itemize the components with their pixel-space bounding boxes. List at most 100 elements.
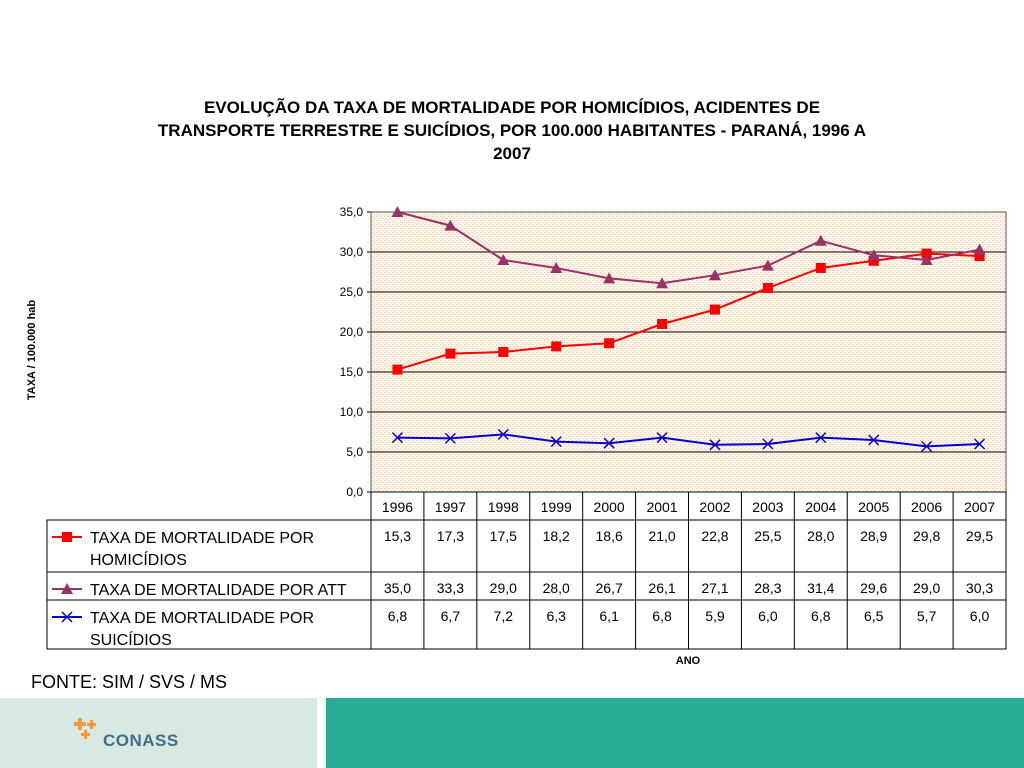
data-point <box>974 438 986 450</box>
data-point <box>497 428 509 440</box>
line-chart: 0,0 5,0 10,0 15,0 20,0 25,0 30,0 35,0 1996 1997 19… <box>46 205 1007 650</box>
y-tick-label: 15,0 <box>340 365 364 379</box>
data-point <box>974 251 985 261</box>
data-point <box>391 432 403 444</box>
data-point <box>814 234 827 246</box>
conass-logo-icon <box>74 718 96 739</box>
y-tick-label: 0,0 <box>346 485 363 499</box>
conass-logo-text: CONASS <box>103 731 179 750</box>
data-point <box>550 262 563 273</box>
x-tick-label: 2006 <box>911 499 942 515</box>
data-label: 6,8 <box>652 608 672 624</box>
data-point <box>656 277 669 289</box>
data-label: 5,9 <box>705 608 725 624</box>
data-point <box>921 440 933 452</box>
data-label: 22,8 <box>701 528 728 544</box>
data-point <box>709 304 720 315</box>
legend-key-marker <box>62 532 72 542</box>
data-point <box>497 254 510 265</box>
chart-title-line-1: EVOLUÇÃO DA TAXA DE MORTALIDADE POR HOMI… <box>203 98 821 117</box>
data-label: 6,7 <box>441 608 461 624</box>
data-label: 6,0 <box>970 608 990 624</box>
data-label: 15,3 <box>384 528 411 544</box>
data-label: 17,3 <box>437 528 464 544</box>
data-label: 31,4 <box>807 580 834 596</box>
x-tick-label: 2001 <box>646 499 677 515</box>
y-tick-label: 5,0 <box>346 445 363 459</box>
data-label: 6,3 <box>546 608 566 624</box>
data-label: 7,2 <box>494 608 514 624</box>
data-label: 6,8 <box>388 608 408 624</box>
data-point <box>604 338 615 349</box>
legend-label: SUICÍDIOS <box>90 630 172 649</box>
x-tick-label: 1998 <box>488 499 519 515</box>
data-label: 6,8 <box>811 608 831 624</box>
data-point <box>603 437 615 449</box>
data-point <box>444 219 457 231</box>
data-label: 29,0 <box>490 580 517 596</box>
x-axis-label: ANO <box>675 655 701 667</box>
data-point <box>920 254 933 265</box>
x-tick-label: 2004 <box>805 499 836 515</box>
data-label: 26,7 <box>596 580 623 596</box>
y-tick-label: 30,0 <box>340 245 364 259</box>
data-point <box>868 434 880 446</box>
data-point <box>867 249 880 261</box>
footer-left-panel <box>0 698 317 768</box>
chart-title-line-2: TRANSPORTE TERRESTRE E SUICÍDIOS, POR 10… <box>157 121 867 140</box>
data-table <box>46 519 1007 650</box>
data-label: 25,5 <box>754 528 781 544</box>
legend-label: HOMICÍDIOS <box>90 550 187 569</box>
data-point <box>657 319 668 329</box>
data-label: 29,6 <box>860 580 887 596</box>
legend-label: TAXA DE MORTALIDADE POR ATT <box>90 582 347 599</box>
legend-label: TAXA DE MORTALIDADE POR <box>90 610 314 627</box>
data-point <box>445 348 456 359</box>
data-label: 29,8 <box>913 528 940 544</box>
data-label: 28,0 <box>543 580 570 596</box>
data-label: 29,5 <box>966 528 993 544</box>
data-label: 28,9 <box>860 528 887 544</box>
y-tick-label: 20,0 <box>340 325 364 339</box>
data-point <box>708 269 721 281</box>
data-label: 5,7 <box>917 608 937 624</box>
data-point <box>815 432 827 444</box>
legend-key-marker <box>61 583 73 594</box>
series-line-2 <box>397 433 980 448</box>
y-tick-label: 10,0 <box>340 405 364 419</box>
data-label: 26,1 <box>648 580 675 596</box>
data-label: 28,0 <box>807 528 834 544</box>
data-label: 30,3 <box>966 580 993 596</box>
x-tick-label: 1996 <box>382 499 413 515</box>
data-label: 21,0 <box>648 528 675 544</box>
x-tick-label: 2003 <box>752 499 783 515</box>
data-label: 18,2 <box>543 528 570 544</box>
data-point <box>603 272 616 284</box>
y-tick-label: 35,0 <box>340 205 364 219</box>
data-point <box>391 206 404 217</box>
legend-label: TAXA DE MORTALIDADE POR <box>90 530 314 547</box>
x-tick-label: 2005 <box>858 499 889 515</box>
y-tick-label: 25,0 <box>340 285 364 299</box>
x-tick-label: 1997 <box>435 499 466 515</box>
chart-title-line-3: 2007 <box>493 144 531 163</box>
data-point <box>656 432 668 444</box>
data-point <box>761 259 774 271</box>
data-label: 28,3 <box>754 580 781 596</box>
data-point <box>551 341 562 352</box>
x-tick-label: 2007 <box>964 499 995 515</box>
legend-key-marker <box>61 611 73 623</box>
data-point <box>762 283 773 293</box>
data-point <box>973 243 986 255</box>
series-line-0 <box>397 252 980 371</box>
data-label: 33,3 <box>437 580 464 596</box>
data-point <box>444 432 456 444</box>
data-point <box>868 255 879 266</box>
x-tick-label: 2002 <box>699 499 730 515</box>
data-point <box>815 263 826 273</box>
source-note: FONTE: SIM / SVS / MS <box>31 672 228 692</box>
data-label: 29,0 <box>913 580 940 596</box>
x-tick-label: 1999 <box>541 499 572 515</box>
chart-title: EVOLUÇÃO DA TAXA DE MORTALIDADE POR HOMI… <box>100 96 924 165</box>
data-label: 27,1 <box>701 580 728 596</box>
